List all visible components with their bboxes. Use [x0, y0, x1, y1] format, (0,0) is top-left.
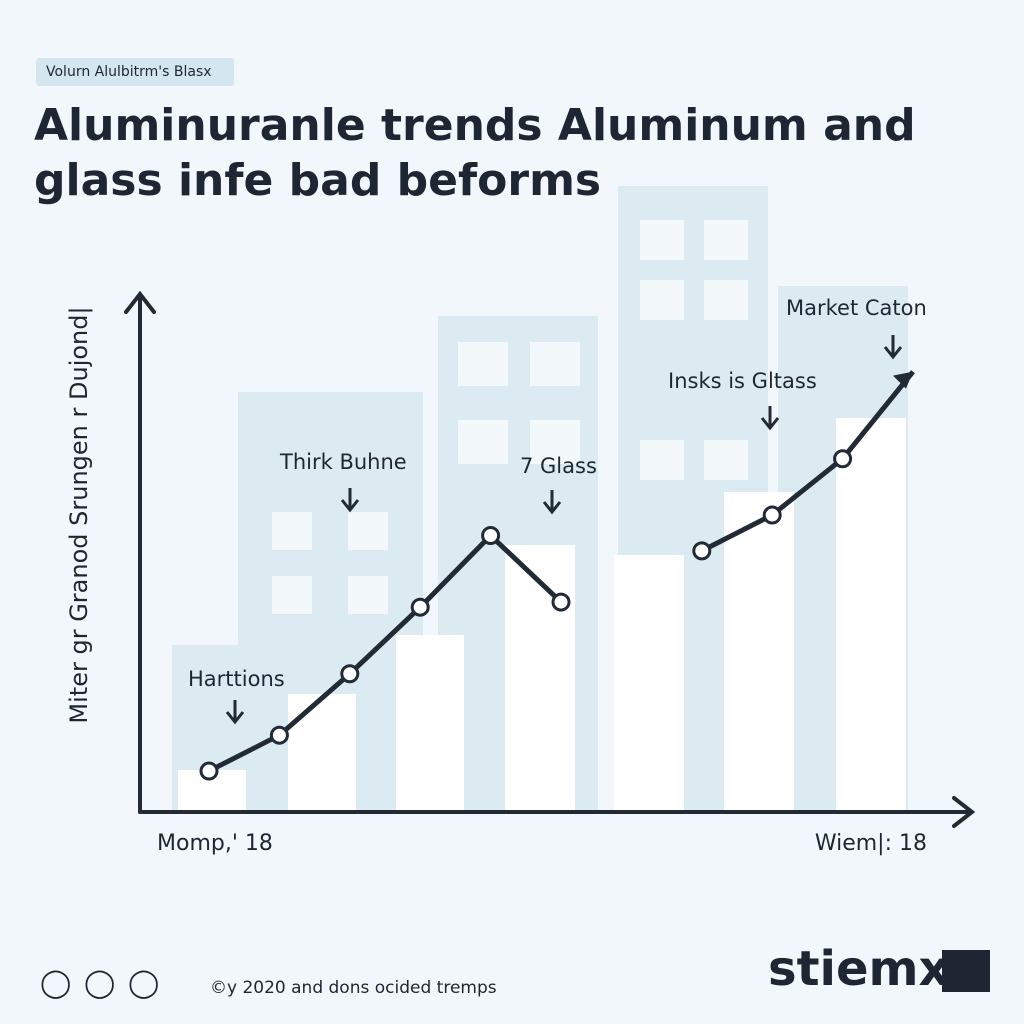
annotation: Thirk Buhne [279, 450, 407, 474]
annotation-arrow [225, 700, 245, 725]
annotation: Market Caton [786, 296, 927, 320]
social-icon[interactable]: ◯ [40, 966, 71, 999]
arrow-head [893, 371, 913, 389]
x-tick-label: Momp,' 18 [157, 831, 273, 856]
copyright: ©y 2020 and dons ocided tremps [210, 978, 497, 998]
line [207, 370, 915, 774]
brand-mark [942, 950, 990, 992]
point [340, 664, 360, 684]
social-icon[interactable]: ◯ [84, 966, 115, 999]
point [833, 449, 853, 469]
annotation-arrow [542, 490, 562, 515]
annotation: Harttions [188, 667, 285, 691]
point [551, 592, 571, 612]
brand-logo: stiemx [768, 941, 950, 997]
chart-title: glass infe bad beforms [34, 155, 601, 206]
annotation-arrow [883, 335, 903, 360]
x-tick-label: Wiem|: 18 [815, 831, 927, 856]
annotation-arrow [760, 406, 780, 431]
tag-badge [36, 58, 234, 86]
chart-title: Aluminuranle trends Aluminum and [34, 100, 916, 151]
y-axis-label: Miter gr Granod Srungen r Dujond| [65, 306, 93, 723]
point [199, 761, 219, 781]
decor-columns [178, 418, 906, 812]
point [410, 597, 430, 617]
point [269, 725, 289, 745]
annotation: Insks is Gltass [668, 369, 817, 393]
social-icon[interactable]: ◯ [128, 966, 159, 999]
axes [124, 290, 976, 828]
building-windows [272, 220, 748, 614]
point [762, 505, 782, 525]
point [692, 541, 712, 561]
point [481, 526, 501, 546]
annotation: 7 Glass [520, 454, 597, 478]
tag-text: Volurn Alulbitrm's Blasx [46, 64, 212, 80]
annotation-arrow [340, 488, 360, 513]
